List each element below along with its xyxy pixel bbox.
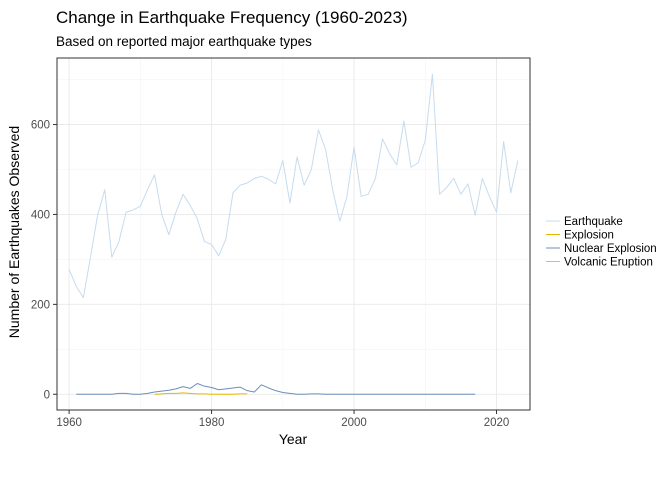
series-line-explosion — [154, 392, 248, 395]
y-tick-label: 600 — [31, 120, 50, 132]
legend-label-explosion: Explosion — [564, 230, 614, 242]
y-tick-label: 200 — [31, 299, 50, 311]
axis-ticks: 1960 1980 2000 2020 0 200 400 600 — [31, 120, 510, 429]
x-tick-label: 2000 — [341, 417, 367, 429]
plot-panel — [56, 57, 531, 411]
series-lines — [68, 73, 519, 395]
x-tick-label: 2020 — [484, 417, 510, 429]
y-tick-label: 0 — [44, 389, 50, 401]
legend-label-nuclear-explosion: Nuclear Explosion — [564, 243, 657, 255]
series-line-earthquake — [68, 73, 519, 299]
x-tick-label: 1980 — [199, 417, 225, 429]
chart-title: Change in Earthquake Frequency (1960-202… — [56, 8, 408, 27]
legend-label-volcanic-eruption: Volcanic Eruption — [564, 257, 653, 269]
legend-label-earthquake: Earthquake — [564, 216, 623, 228]
x-axis-title: Year — [279, 431, 308, 447]
y-axis-title: Number of Earthquakes Observed — [6, 126, 22, 338]
y-tick-label: 400 — [31, 209, 50, 221]
x-tick-label: 1960 — [56, 417, 82, 429]
chart-subtitle: Based on reported major earthquake types — [56, 34, 312, 49]
grid — [57, 58, 530, 410]
series-line-nuclear-explosion — [76, 382, 476, 395]
